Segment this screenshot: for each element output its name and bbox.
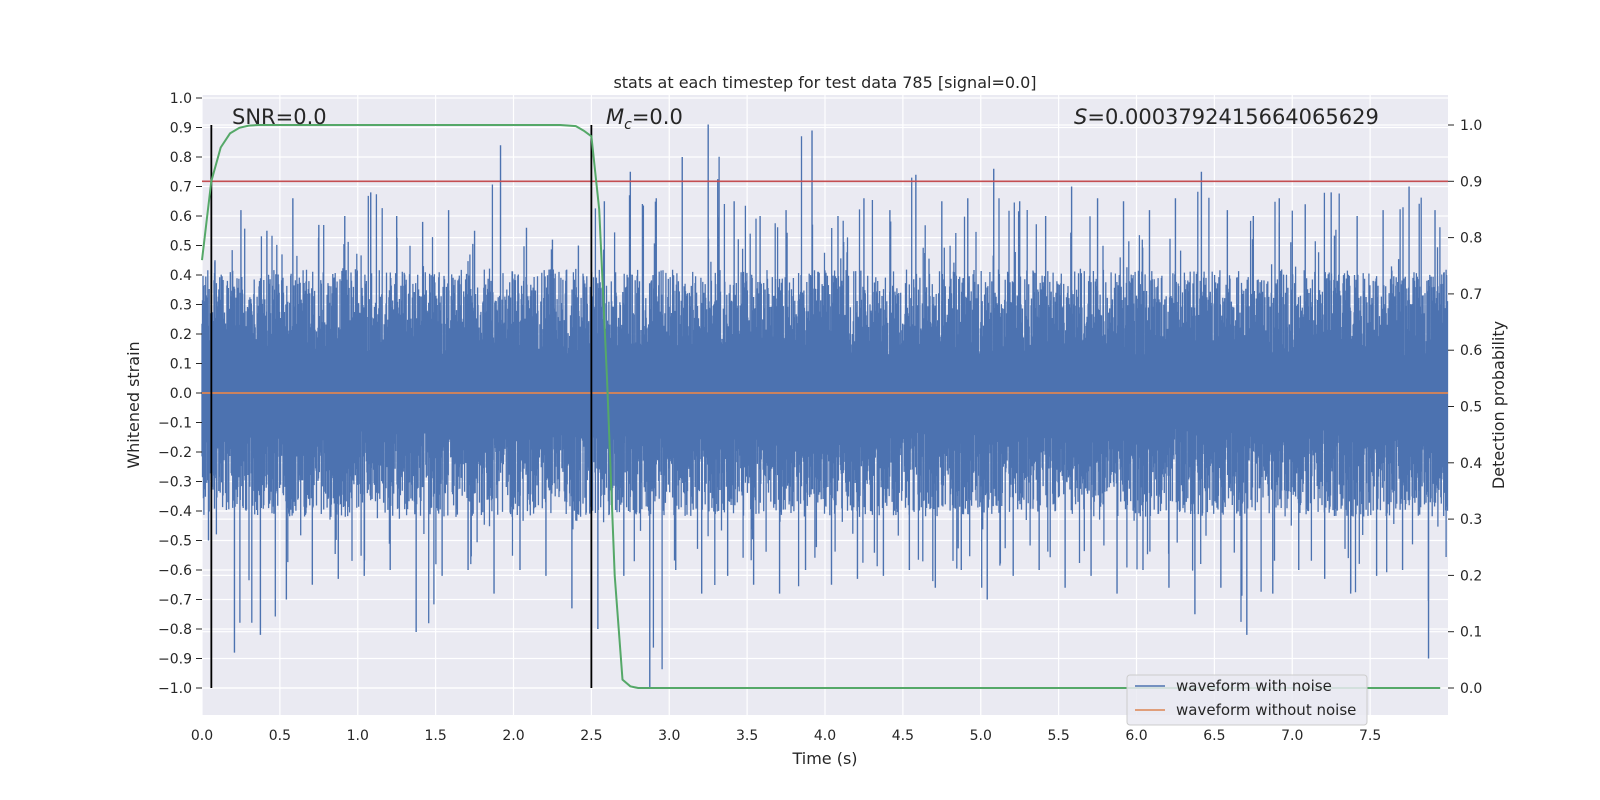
x-tick-label: 2.0: [502, 728, 524, 744]
y2-axis-label: Detection probability: [1489, 321, 1508, 489]
y2-tick-label: 0.7: [1460, 287, 1482, 303]
x-tick-label: 1.0: [347, 728, 369, 744]
y-axis-label: Whitened strain: [124, 341, 143, 468]
legend: waveform with noise waveform without noi…: [1126, 674, 1368, 726]
y-tick-label: 0.8: [170, 150, 192, 166]
x-tick-label: 3.0: [658, 728, 680, 744]
x-tick-label: 1.5: [424, 728, 446, 744]
y-tick-label: −0.6: [158, 563, 192, 579]
x-axis-label: Time (s): [791, 749, 857, 768]
y-tick-label: 0.1: [170, 357, 192, 373]
y2-tick-label: 0.5: [1460, 400, 1482, 416]
y-tick-label: 0.0: [170, 386, 192, 402]
mc-subscript: c: [624, 117, 632, 133]
legend-box: [1126, 674, 1368, 726]
x-tick-label: 5.5: [1047, 728, 1069, 744]
y-tick-label: −0.1: [158, 416, 192, 432]
y-tick-label: 0.2: [170, 327, 192, 343]
y-tick-label: 1.0: [170, 91, 192, 107]
y-tick-label: 0.5: [170, 239, 192, 255]
noise-strokes: [201, 136, 1449, 670]
y2-tick-label: 0.1: [1460, 625, 1482, 641]
x-tick-label: 2.5: [580, 728, 602, 744]
legend-label-clean: waveform without noise: [1176, 701, 1356, 719]
y-tick-label: 0.9: [170, 121, 192, 137]
x-tick-label: 3.5: [736, 728, 758, 744]
y-tick-label: −0.8: [158, 622, 192, 638]
x-tick-label: 5.0: [970, 728, 992, 744]
waveform-with-noise-series: [201, 124, 1449, 688]
x-tick-label: 4.0: [814, 728, 836, 744]
x-tick-label: 4.5: [892, 728, 914, 744]
y2-tick-label: 0.0: [1460, 681, 1482, 697]
y-tick-label: −0.3: [158, 475, 192, 491]
y-tick-label: −1.0: [158, 681, 192, 697]
mc-value: =0.0: [632, 105, 683, 129]
y2-tick-label: 0.6: [1460, 343, 1482, 359]
x-tick-label: 0.0: [191, 728, 213, 744]
y-tick-label: 0.3: [170, 298, 192, 314]
detection-probability-line: [201, 124, 1441, 689]
y-tick-labels: −1.0 −0.9 −0.8 −0.7 −0.6 −0.5 −0.4 −0.3 −0.2 −0.1…: [158, 91, 202, 697]
vertical-markers: [210, 125, 593, 688]
mc-symbol: M: [606, 105, 624, 129]
x-tick-label: 6.0: [1125, 728, 1147, 744]
x-tick-labels: 0.0 0.5 1.0 1.5 2.0 2.5 3.0 3.5 4.0 4.5 5.0 5.5 6.0 6…: [191, 728, 1381, 744]
y-tick-label: −0.9: [158, 652, 192, 668]
s-symbol: S: [1074, 105, 1087, 129]
y-tick-label: −0.2: [158, 445, 192, 461]
x-tick-label: 6.5: [1203, 728, 1225, 744]
x-tick-label: 7.0: [1281, 728, 1303, 744]
y2-tick-label: 0.4: [1460, 456, 1482, 472]
y-tick-label: 0.7: [170, 180, 192, 196]
y2-tick-labels: 0.0 0.1 0.2 0.3 0.4 0.5 0.6 0.7 0.8 0.9 1.0: [1448, 118, 1482, 697]
s-value: =0.0003792415664065629: [1087, 105, 1379, 129]
y2-tick-label: 0.3: [1460, 512, 1482, 528]
y-tick-label: −0.4: [158, 504, 192, 520]
y2-tick-label: 0.9: [1460, 174, 1482, 190]
x-tick-label: 7.5: [1359, 728, 1381, 744]
snr-annotation: SNR=0.0: [232, 105, 327, 129]
chirp-mass-annotation: Mc=0.0: [606, 105, 683, 133]
chart-title: stats at each timestep for test data 785…: [613, 73, 1036, 92]
y2-tick-label: 0.2: [1460, 568, 1482, 584]
y-tick-label: −0.5: [158, 534, 192, 550]
x-tick-label: 0.5: [269, 728, 291, 744]
y2-tick-label: 0.8: [1460, 231, 1482, 247]
y-tick-label: −0.7: [158, 593, 192, 609]
y2-tick-label: 1.0: [1460, 118, 1482, 134]
y-tick-label: 0.6: [170, 209, 192, 225]
y-tick-label: 0.4: [170, 268, 192, 284]
s-statistic-annotation: S=0.0003792415664065629: [1074, 105, 1379, 129]
legend-label-noise: waveform with noise: [1176, 677, 1332, 695]
